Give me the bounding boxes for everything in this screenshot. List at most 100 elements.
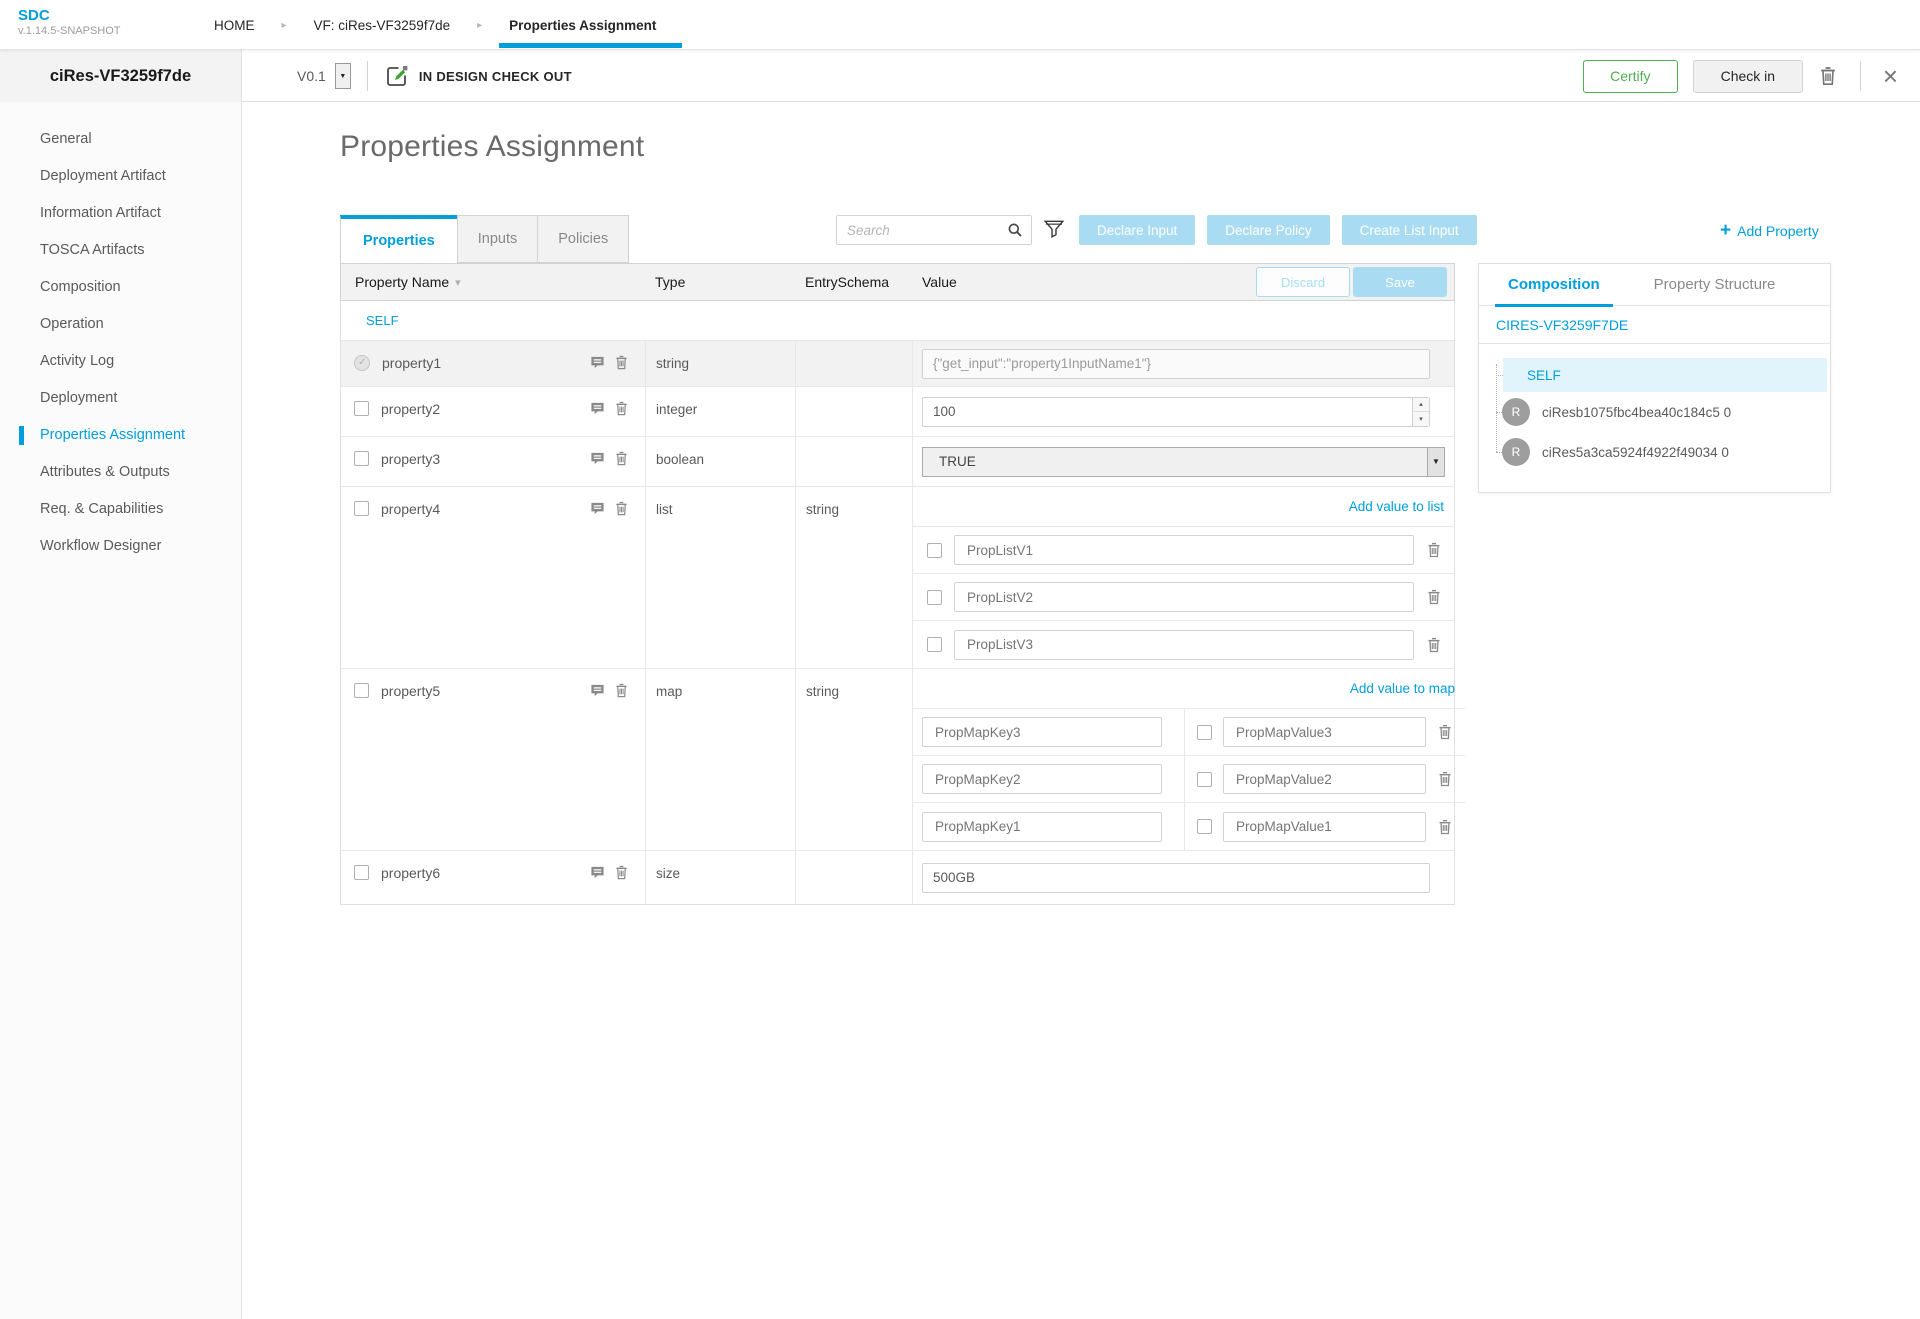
delete-property-icon[interactable] <box>614 683 629 698</box>
map-key-input[interactable] <box>922 811 1162 842</box>
tree-item-instance[interactable]: R ciResb1075fbc4bea40c184c5 0 <box>1479 392 1830 432</box>
property6-value-input[interactable] <box>922 862 1430 893</box>
tab-composition[interactable]: Composition <box>1495 264 1613 307</box>
property-schema-label: string <box>795 487 912 668</box>
add-property-label: Add Property <box>1737 222 1819 239</box>
map-entry-checkbox[interactable] <box>1197 819 1212 834</box>
group-row-self[interactable]: SELF <box>341 301 1454 341</box>
sidebar-item-deployment-artifact[interactable]: Deployment Artifact <box>40 168 166 184</box>
map-value-input[interactable] <box>1223 811 1426 842</box>
list-item-checkbox[interactable] <box>927 542 942 558</box>
comment-icon[interactable] <box>590 401 605 416</box>
composition-root-label[interactable]: CIRES-VF3259F7DE <box>1479 306 1830 344</box>
tab-properties[interactable]: Properties <box>340 215 458 263</box>
map-value-input[interactable] <box>1223 764 1426 794</box>
close-icon[interactable]: × <box>1882 61 1898 91</box>
sidebar-item-operation[interactable]: Operation <box>40 316 104 332</box>
delete-property-icon[interactable] <box>614 865 629 880</box>
sort-caret-icon[interactable]: ▾ <box>455 276 461 289</box>
comment-icon[interactable] <box>590 865 605 880</box>
tab-property-structure[interactable]: Property Structure <box>1653 276 1776 293</box>
sidebar-item-composition[interactable]: Composition <box>40 279 121 295</box>
search-input[interactable] <box>836 215 1032 245</box>
sidebar-item-tosca-artifacts[interactable]: TOSCA Artifacts <box>40 242 145 258</box>
breadcrumb-vf[interactable]: VF: ciRes-VF3259f7de <box>313 17 451 33</box>
map-entry-checkbox[interactable] <box>1197 771 1212 787</box>
search-box <box>836 215 1032 245</box>
declared-check-icon <box>354 355 370 371</box>
sidebar: General Deployment Artifact Information … <box>0 102 242 1319</box>
delete-map-entry-icon[interactable] <box>1437 724 1453 740</box>
list-item-checkbox[interactable] <box>927 589 942 605</box>
property5-checkbox[interactable] <box>354 683 369 698</box>
sdc-logo-title: SDC <box>18 7 50 24</box>
delete-list-item-icon[interactable] <box>1426 637 1442 653</box>
list-item-input[interactable] <box>954 535 1414 565</box>
sidebar-item-activity-log[interactable]: Activity Log <box>40 353 115 369</box>
tree-connector-line <box>1496 364 1497 452</box>
spinner-up-icon[interactable]: ▴ <box>1419 401 1423 409</box>
table-header: Property Name ▾ Type EntrySchema Value D… <box>340 263 1455 301</box>
add-property-button[interactable]: + Add Property <box>1720 221 1819 240</box>
add-value-to-map-link[interactable]: Add value to map <box>1349 681 1455 696</box>
row-icons <box>590 865 629 880</box>
sdc-logo[interactable]: SDC v.1.14.5-SNAPSHOT <box>18 7 121 38</box>
map-entry-checkbox[interactable] <box>1197 724 1212 740</box>
property2-value-input[interactable] <box>922 396 1430 427</box>
delete-entity-trash-icon[interactable] <box>1818 66 1838 86</box>
comment-icon[interactable] <box>590 451 605 466</box>
sidebar-item-workflow-designer[interactable]: Workflow Designer <box>40 538 162 554</box>
filter-icon[interactable] <box>1043 218 1065 240</box>
breadcrumb-home[interactable]: HOME <box>214 17 255 33</box>
sidebar-item-deployment[interactable]: Deployment <box>40 390 118 406</box>
version-select[interactable]: ▼ <box>334 63 351 89</box>
property3-value-select[interactable]: TRUE ▼ <box>922 446 1445 477</box>
list-item-input[interactable] <box>954 629 1414 660</box>
map-entry-row <box>913 756 1465 803</box>
comment-icon[interactable] <box>590 355 605 370</box>
tab-policies[interactable]: Policies <box>537 215 630 263</box>
list-item-checkbox[interactable] <box>927 637 942 652</box>
map-key-input[interactable] <box>922 764 1162 794</box>
table-row-property1: property1 string <box>341 341 1454 387</box>
property2-checkbox[interactable] <box>354 401 369 416</box>
sidebar-item-general[interactable]: General <box>40 131 92 147</box>
property3-checkbox[interactable] <box>354 451 369 466</box>
certify-button[interactable]: Certify <box>1582 59 1678 93</box>
map-key-input[interactable] <box>922 717 1162 747</box>
tab-inputs[interactable]: Inputs <box>456 215 539 263</box>
delete-property-icon[interactable] <box>614 501 629 516</box>
delete-property-icon[interactable] <box>614 401 629 416</box>
delete-property-icon[interactable] <box>614 451 629 466</box>
map-value-cell <box>1185 803 1465 850</box>
property4-checkbox[interactable] <box>354 501 369 516</box>
save-button[interactable]: Save <box>1353 267 1447 297</box>
column-header-property-name[interactable]: Property Name ▾ <box>341 274 645 290</box>
delete-property-icon[interactable] <box>614 355 629 370</box>
delete-map-entry-icon[interactable] <box>1437 819 1453 835</box>
delete-map-entry-icon[interactable] <box>1437 771 1453 787</box>
map-value-input[interactable] <box>1223 717 1426 747</box>
delete-list-item-icon[interactable] <box>1426 589 1442 605</box>
view-tabs: Properties Inputs Policies <box>340 215 630 263</box>
divider <box>366 61 368 91</box>
declare-input-button[interactable]: Declare Input <box>1079 215 1196 245</box>
add-value-to-list-link[interactable]: Add value to list <box>1348 499 1444 514</box>
tree-item-instance[interactable]: R ciRes5a3ca5924f4922f49034 0 <box>1479 432 1830 472</box>
sidebar-item-attributes-outputs[interactable]: Attributes & Outputs <box>40 464 170 480</box>
tree-item-self[interactable]: SELF <box>1496 358 1827 392</box>
discard-button[interactable]: Discard <box>1256 267 1350 297</box>
checkin-button[interactable]: Check in <box>1692 59 1803 93</box>
sidebar-item-properties-assignment[interactable]: Properties Assignment <box>0 417 241 454</box>
comment-icon[interactable] <box>590 501 605 516</box>
list-item-input[interactable] <box>954 582 1414 612</box>
comment-icon[interactable] <box>590 683 605 698</box>
create-list-input-button[interactable]: Create List Input <box>1341 215 1477 245</box>
property6-checkbox[interactable] <box>354 865 369 880</box>
delete-list-item-icon[interactable] <box>1426 542 1442 558</box>
sidebar-item-req-capabilities[interactable]: Req. & Capabilities <box>40 501 164 517</box>
sidebar-item-information-artifact[interactable]: Information Artifact <box>40 205 161 221</box>
spinner-down-icon[interactable]: ▾ <box>1413 411 1429 426</box>
breadcrumb-properties-assignment[interactable]: Properties Assignment <box>499 17 683 48</box>
declare-policy-button[interactable]: Declare Policy <box>1207 215 1330 245</box>
